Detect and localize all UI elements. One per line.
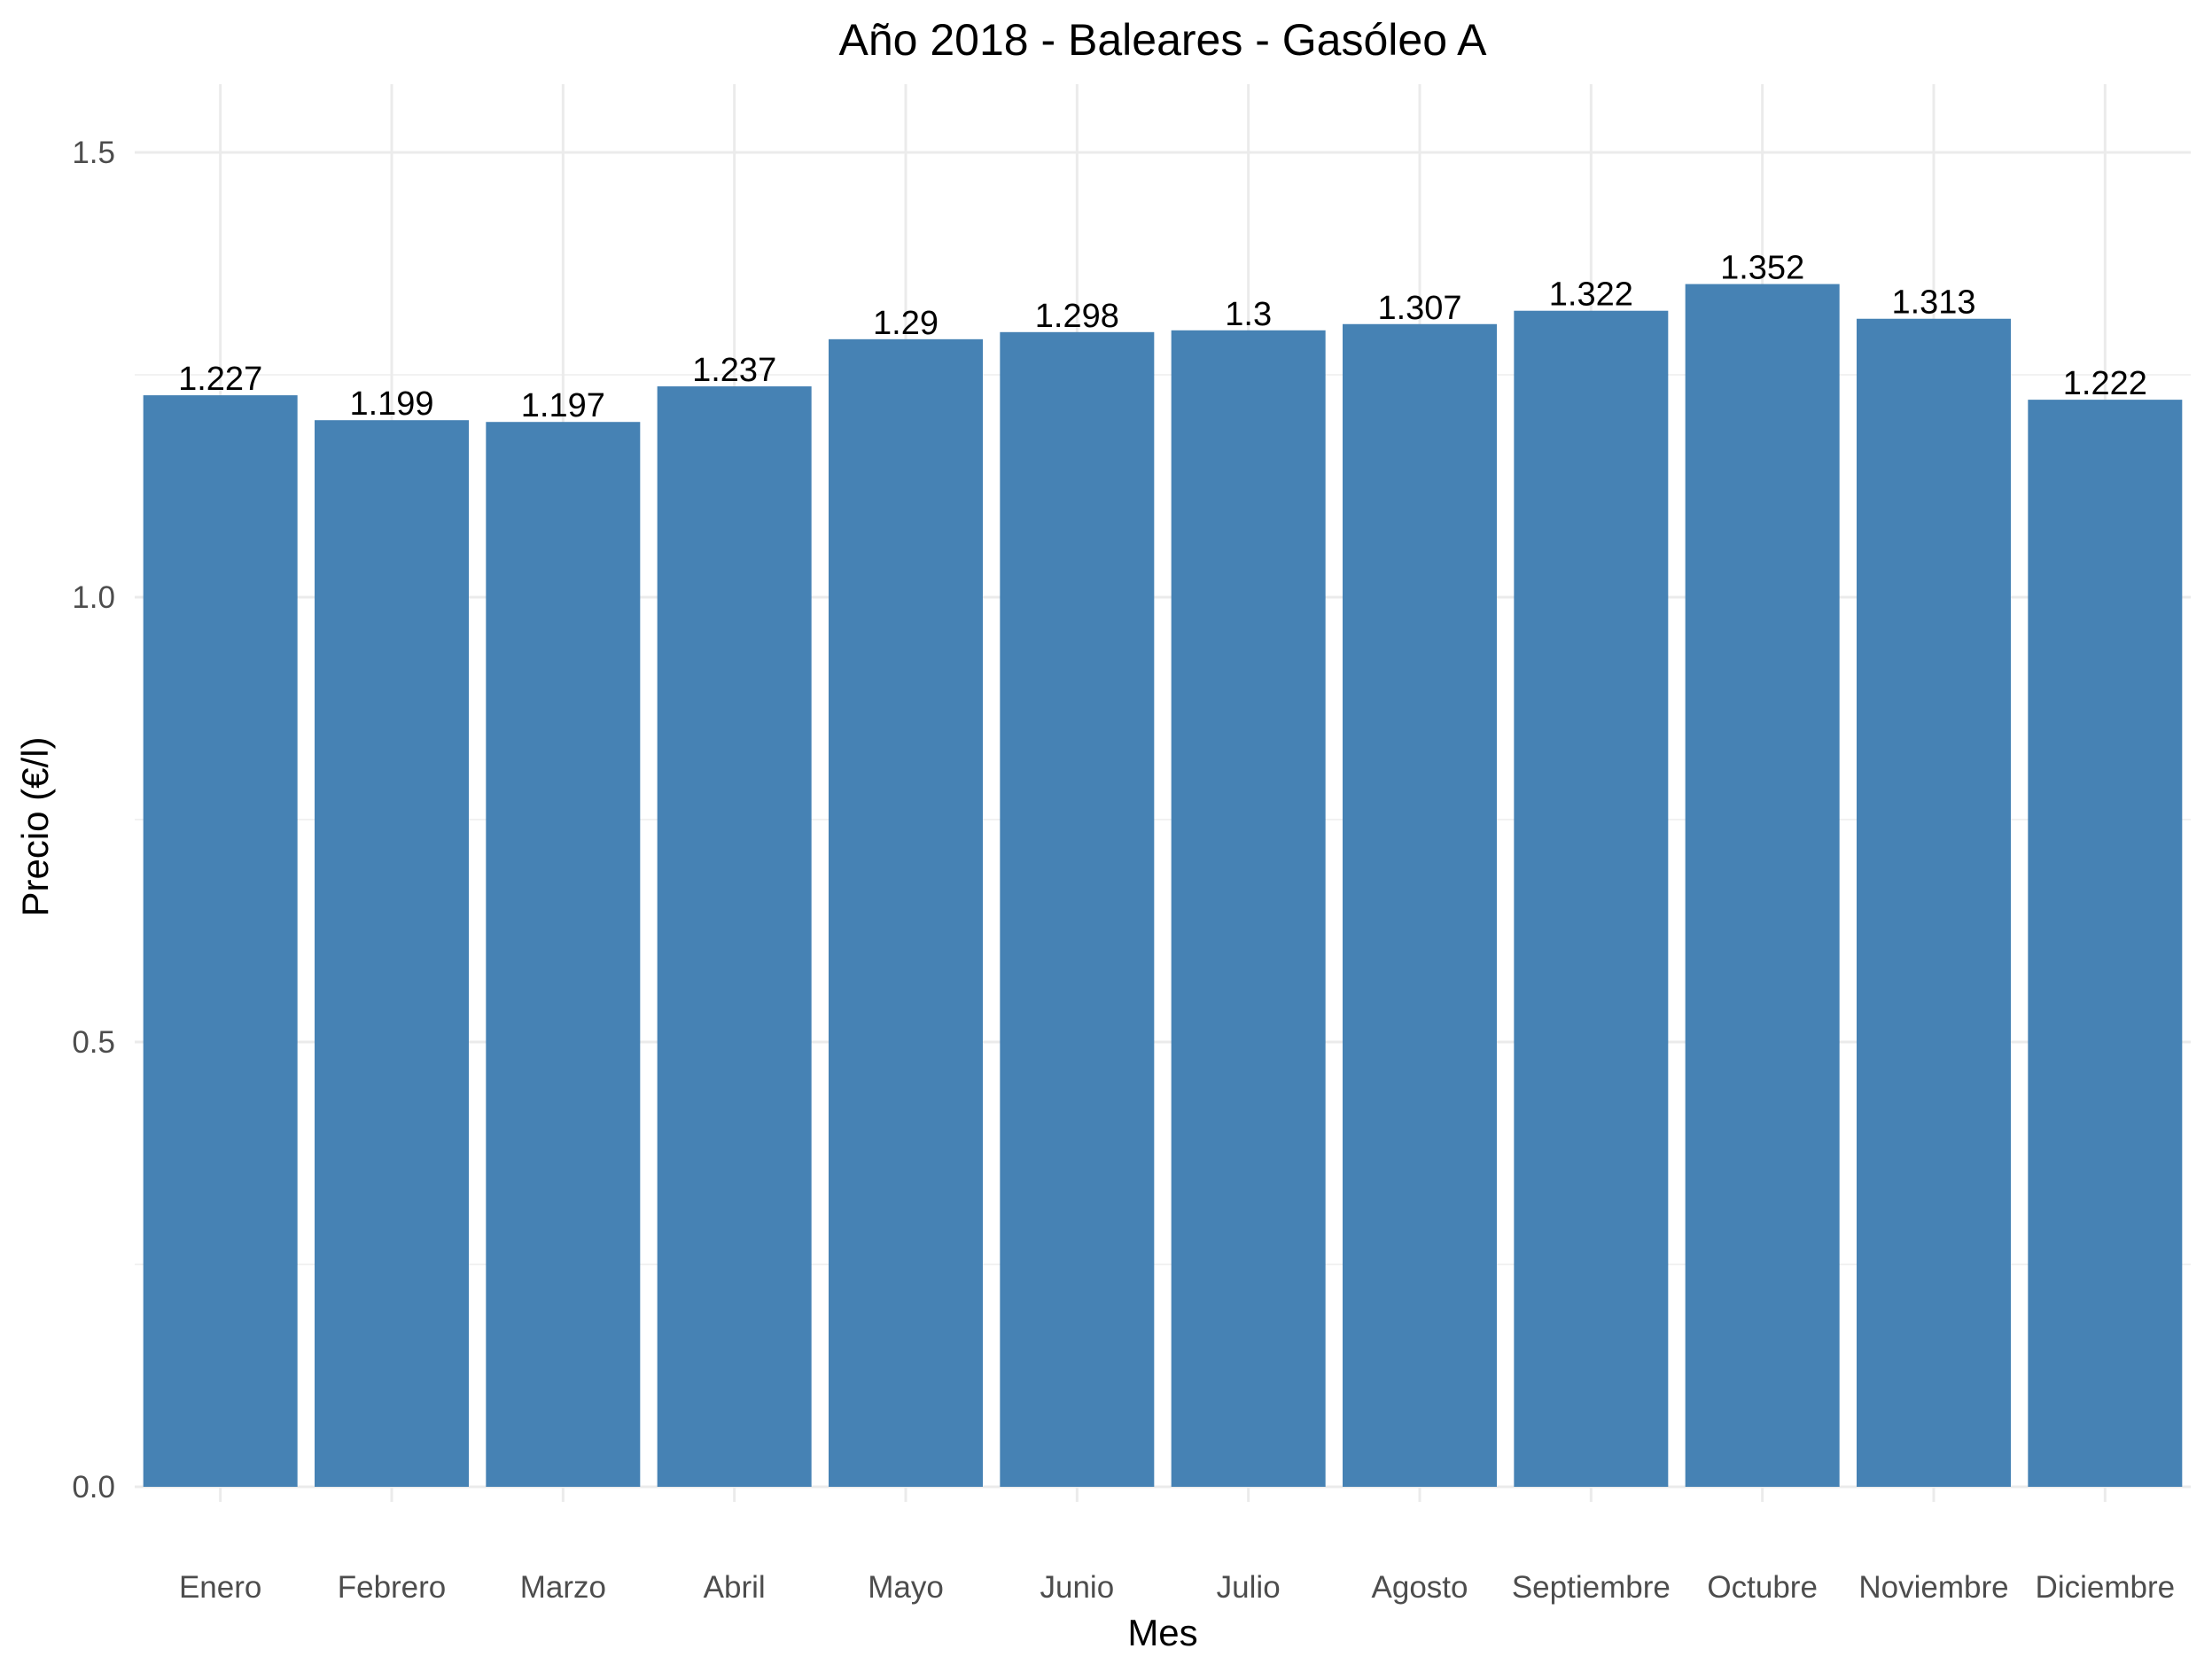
x-axis-ticks: Enero Febrero Marzo Abril Mayo Junio Julio Agos… xyxy=(179,1570,2175,1605)
x-tick-label: Junio xyxy=(1040,1570,1114,1605)
x-tick-label: Noviembre xyxy=(1858,1570,2008,1605)
bar-julio xyxy=(1171,330,1326,1487)
y-axis-label: Precio (€/l) xyxy=(14,736,56,916)
chart-title: Año 2018 - Baleares - Gasóleo A xyxy=(838,15,1487,65)
data-label: 1.227 xyxy=(178,361,262,398)
y-tick-label: 0.5 xyxy=(72,1025,115,1060)
data-label: 1.352 xyxy=(1720,250,1804,287)
bar-agosto xyxy=(1343,323,1497,1488)
y-tick-label: 0.0 xyxy=(72,1470,115,1505)
x-tick-label: Mayo xyxy=(868,1570,944,1605)
data-label: 1.322 xyxy=(1549,276,1633,314)
data-label: 1.3 xyxy=(1225,296,1272,333)
data-label: 1.197 xyxy=(521,387,605,424)
x-tick-label: Agosto xyxy=(1372,1570,1468,1605)
x-axis-label: Mes xyxy=(1127,1612,1197,1653)
bar-enero xyxy=(143,395,298,1487)
y-axis-ticks: 0.0 0.5 1.0 1.5 xyxy=(72,136,115,1505)
bar-septiembre xyxy=(1514,310,1669,1487)
bar-mayo xyxy=(829,338,983,1488)
x-tick-label: Abril xyxy=(704,1570,766,1605)
x-tick-label: Julio xyxy=(1217,1570,1281,1605)
bar-febrero xyxy=(315,420,469,1488)
x-tick-label: Febrero xyxy=(338,1570,447,1605)
data-label: 1.298 xyxy=(1035,298,1119,335)
data-label: 1.199 xyxy=(349,385,433,423)
x-tick-label: Diciembre xyxy=(2036,1570,2176,1605)
x-tick-label: Octubre xyxy=(1707,1570,1818,1605)
bar-junio xyxy=(1000,331,1155,1488)
bar-diciembre xyxy=(2028,400,2183,1487)
bar-marzo xyxy=(486,422,641,1487)
data-label: 1.29 xyxy=(873,305,939,342)
data-label: 1.313 xyxy=(1891,284,1975,322)
bar-abril xyxy=(657,386,812,1487)
bars xyxy=(143,284,2183,1488)
x-tick-label: Enero xyxy=(179,1570,261,1605)
data-label: 1.222 xyxy=(2063,365,2147,402)
bar-octubre xyxy=(1685,284,1840,1487)
data-label: 1.307 xyxy=(1377,290,1461,327)
x-tick-label: Marzo xyxy=(520,1570,606,1605)
data-label: 1.237 xyxy=(692,352,776,389)
y-tick-label: 1.0 xyxy=(72,580,115,615)
x-tick-label: Septiembre xyxy=(1512,1570,1671,1605)
data-labels: 1.227 1.199 1.197 1.237 1.29 1.298 1.3 1.307 1.3… xyxy=(178,250,2147,425)
bar-noviembre xyxy=(1857,318,2011,1487)
y-tick-label: 1.5 xyxy=(72,136,115,170)
